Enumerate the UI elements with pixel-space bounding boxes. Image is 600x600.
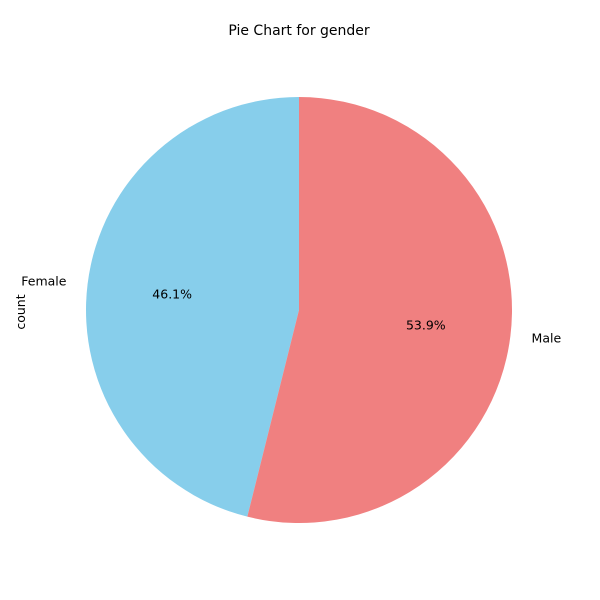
pie-slice-male [247,97,513,523]
pie-category-label-male: Male [532,331,562,346]
chart-title: Pie Chart for gender [228,23,370,39]
pie-category-label-female: Female [21,273,67,288]
pie-percent-label-female: 46.1% [152,286,192,301]
pie-slice-female [86,97,299,517]
pie-slices [86,97,513,523]
pie-percent-label-male: 53.9% [406,318,446,333]
pie-labels: 46.1% Female 53.9% Male [21,273,561,345]
y-axis-label: count [13,294,28,329]
